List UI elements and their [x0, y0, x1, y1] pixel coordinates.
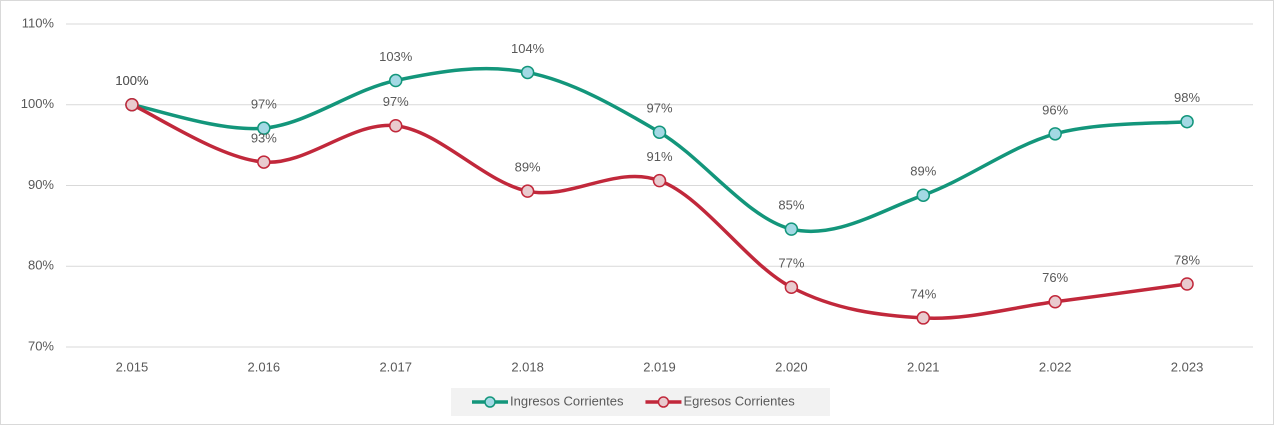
data-label: 89% — [910, 164, 936, 179]
data-label: 89% — [515, 160, 541, 175]
marker — [652, 125, 667, 139]
marker — [257, 155, 271, 169]
x-tick-label: 2.016 — [248, 359, 281, 374]
x-tick-label: 2.015 — [116, 359, 149, 374]
data-label: 77% — [778, 256, 804, 271]
y-tick-label: 70% — [28, 338, 54, 353]
y-tick-label: 110% — [22, 15, 55, 30]
data-label: 97% — [646, 101, 672, 116]
data-label: 98% — [1174, 90, 1200, 105]
y-tick-label: 80% — [28, 258, 54, 273]
x-tick-label: 2.018 — [511, 359, 544, 374]
marker — [1180, 114, 1194, 129]
x-tick-label: 2.023 — [1171, 359, 1204, 374]
marker — [520, 65, 535, 80]
marker — [916, 311, 931, 325]
y-tick-label: 90% — [28, 177, 54, 192]
marker — [784, 222, 799, 236]
marker — [1180, 277, 1194, 291]
data-label: 76% — [1042, 270, 1068, 285]
legend-box — [451, 388, 830, 416]
y-tick-label: 100% — [21, 96, 55, 111]
data-label: 104% — [511, 41, 545, 56]
x-tick-label: 2.019 — [643, 359, 676, 374]
data-label: 85% — [778, 198, 804, 213]
data-label: 91% — [646, 149, 672, 164]
marker — [520, 184, 535, 198]
legend-label: Egresos Corrientes — [683, 393, 795, 408]
legend-marker — [484, 396, 496, 408]
x-tick-label: 2.017 — [379, 359, 412, 374]
legend-marker — [657, 396, 670, 408]
marker — [1048, 295, 1062, 309]
marker — [125, 98, 139, 112]
data-label: 93% — [251, 131, 277, 146]
marker — [388, 73, 403, 88]
data-label: 96% — [1042, 102, 1068, 117]
x-tick-label: 2.022 — [1039, 359, 1072, 374]
legend-label: Ingresos Corrientes — [510, 393, 624, 408]
marker — [388, 118, 403, 133]
marker — [652, 173, 667, 188]
data-label: 100% — [115, 73, 149, 88]
marker — [257, 121, 271, 135]
marker — [1048, 127, 1062, 141]
x-tick-label: 2.020 — [775, 359, 808, 374]
data-label: 103% — [379, 49, 413, 64]
data-label: 78% — [1174, 252, 1200, 267]
marker — [784, 280, 799, 294]
data-label: 74% — [910, 286, 936, 301]
marker — [916, 188, 931, 202]
data-label: 97% — [251, 97, 277, 112]
data-label: 97% — [383, 94, 409, 109]
x-tick-label: 2.021 — [907, 359, 940, 374]
legend: Ingresos Corrientes Egresos Corrientes — [451, 388, 830, 416]
data-label: 100% — [115, 73, 149, 88]
